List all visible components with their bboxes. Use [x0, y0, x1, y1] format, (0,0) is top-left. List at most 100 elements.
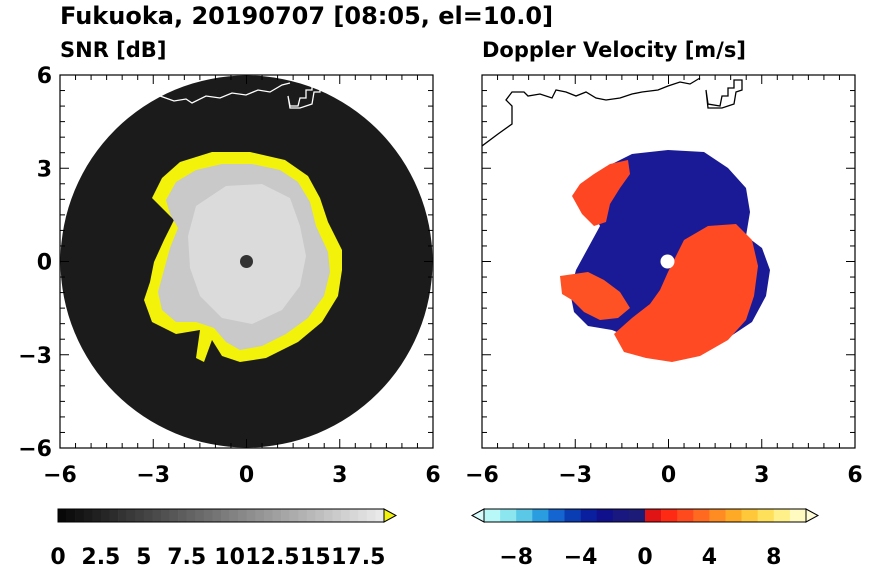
snr-colorbar-swatch — [246, 509, 256, 522]
snr-colorbar-tick-label: 10 — [214, 545, 245, 570]
snr-colorbar-swatch — [221, 509, 230, 522]
snr-colorbar-swatch — [195, 509, 205, 522]
radar-site-marker — [240, 255, 253, 268]
snr-colorbar-swatch — [66, 509, 76, 522]
snr-colorbar-swatch — [289, 509, 299, 522]
snr-panel: −6 −3 0 3 6 6 3 0 −3 −6 — [18, 64, 440, 488]
snr-colorbar-swatch — [255, 509, 265, 522]
snr-colorbar-swatch — [135, 509, 145, 522]
snr-colorbar-swatch — [315, 509, 325, 522]
snr-colorbar-swatch — [178, 509, 187, 522]
snr-colorbar-swatch — [332, 509, 342, 522]
doppler-colorbar-swatch — [532, 509, 549, 522]
snr-x-tick-label: −3 — [136, 463, 170, 488]
doppler-colorbar-tick-label: 4 — [702, 545, 717, 570]
doppler-colorbar-swatch — [677, 509, 694, 522]
doppler-colorbar-frame — [483, 508, 807, 523]
doppler-colorbar-extend-low — [470, 508, 485, 523]
doppler-colorbar-swatch — [773, 509, 791, 522]
snr-colorbar-tick-label: 2.5 — [81, 545, 120, 570]
snr-y-tick-label: 0 — [37, 251, 52, 276]
snr-colorbar-swatch — [375, 509, 385, 522]
snr-x-tick-label: 3 — [332, 463, 347, 488]
doppler-coastline-islands — [705, 79, 743, 109]
snr-colorbar-tick-label: 5 — [136, 545, 151, 570]
snr-colorbar-tick-label: 0 — [50, 545, 65, 570]
doppler-colorbar-swatch — [516, 509, 533, 522]
snr-x-tick-label: 6 — [425, 463, 440, 488]
snr-colorbar-extend-arrow — [383, 508, 398, 523]
doppler-colorbar-swatch — [580, 509, 597, 522]
snr-colorbar-tick-label: 12.5 — [245, 545, 299, 570]
snr-colorbar-swatch — [212, 509, 222, 522]
snr-colorbar-swatch — [109, 509, 119, 522]
snr-axes: −6 −3 0 3 6 6 3 0 −3 −6 — [18, 64, 440, 488]
doppler-colorbar-swatch — [725, 509, 742, 522]
doppler-colorbar-extend-high — [805, 508, 820, 523]
snr-colorbar-swatch — [160, 509, 170, 522]
snr-colorbar-swatch — [366, 509, 376, 522]
doppler-colorbar-swatch — [612, 509, 630, 522]
snr-x-tick-label: −6 — [43, 463, 77, 488]
doppler-x-tick-label: 0 — [661, 463, 676, 488]
snr-x-tick-label: 0 — [239, 463, 254, 488]
snr-colorbar-swatch — [118, 509, 127, 522]
doppler-colorbar-swatch — [661, 509, 678, 522]
snr-colorbar-swatch — [298, 509, 308, 522]
doppler-colorbar-tick-label: 0 — [637, 545, 652, 570]
doppler-x-tick-label: 6 — [847, 463, 862, 488]
snr-y-tick-label: 6 — [37, 64, 52, 89]
snr-coastline — [159, 82, 291, 104]
doppler-axes: −6 −3 0 3 6 — [465, 74, 863, 488]
snr-colorbar-tick-label: 17.5 — [331, 545, 385, 570]
snr-colorbar-swatch — [323, 509, 333, 522]
doppler-colorbar-swatch — [564, 509, 581, 522]
snr-colorbar: 0 2.5 5 7.5 10 12.5 15 17.5 — [50, 508, 398, 570]
doppler-colorbar-tick-label: 8 — [766, 545, 781, 570]
snr-colorbar-swatch — [358, 509, 368, 522]
snr-colorbar-tick-label: 7.5 — [167, 545, 206, 570]
doppler-x-tick-label: −6 — [465, 463, 499, 488]
doppler-colorbar-swatch — [500, 509, 517, 522]
doppler-positive-west — [572, 160, 630, 226]
doppler-panel-title: Doppler Velocity [m/s] — [482, 38, 746, 62]
doppler-colorbar-tick-label: −8 — [499, 545, 533, 570]
doppler-colorbar-swatch — [548, 509, 565, 522]
doppler-colorbar: −8 −4 0 4 8 — [470, 508, 820, 570]
doppler-colorbar-swatch — [741, 509, 758, 522]
snr-colorbar-swatch — [186, 509, 196, 522]
snr-coastline-islands — [287, 81, 321, 109]
snr-echo-highlight — [188, 184, 306, 324]
snr-y-tick-label: −6 — [18, 437, 52, 462]
snr-colorbar-swatch — [272, 509, 282, 522]
snr-colorbar-swatch — [263, 509, 273, 522]
doppler-site-marker — [660, 254, 675, 269]
doppler-panel: −6 −3 0 3 6 — [465, 74, 863, 488]
snr-colorbar-swatch — [306, 509, 316, 522]
snr-colorbar-swatch — [83, 509, 93, 522]
snr-colorbar-swatch — [126, 509, 136, 522]
snr-y-tick-label: 3 — [37, 157, 52, 182]
doppler-colorbar-swatch — [693, 509, 710, 522]
snr-colorbar-swatch — [349, 509, 359, 522]
snr-colorbar-swatch — [58, 509, 67, 522]
doppler-colorbar-swatch — [596, 509, 614, 522]
figure-title: Fukuoka, 20190707 [08:05, el=10.0] — [60, 2, 553, 30]
snr-colorbar-swatch — [281, 509, 290, 522]
doppler-x-tick-label: −3 — [558, 463, 592, 488]
doppler-colorbar-swatch — [789, 509, 807, 522]
doppler-colorbar-swatch — [628, 509, 646, 522]
doppler-x-tick-label: 3 — [754, 463, 769, 488]
doppler-colorbar-tick-label: −4 — [564, 545, 598, 570]
doppler-positive-south — [614, 224, 758, 362]
snr-colorbar-swatch — [75, 509, 85, 522]
doppler-positive-southwest — [560, 272, 630, 320]
doppler-colorbar-swatch — [757, 509, 775, 522]
snr-colorbar-frame — [57, 508, 385, 523]
snr-colorbar-swatch — [152, 509, 162, 522]
snr-y-tick-label: −3 — [18, 344, 52, 369]
doppler-colorbar-swatch — [645, 509, 662, 522]
snr-colorbar-swatch — [203, 509, 213, 522]
snr-colorbar-swatch — [341, 509, 350, 522]
